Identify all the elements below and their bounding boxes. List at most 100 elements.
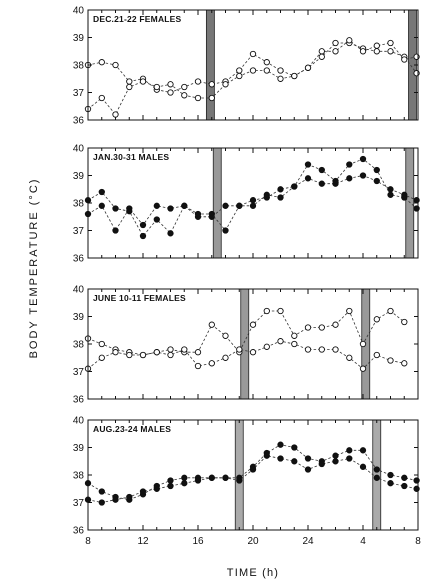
data-point: [167, 351, 174, 359]
data-point: [332, 39, 339, 47]
data-point: [291, 183, 298, 190]
data-point: [153, 202, 160, 209]
data-point: [222, 81, 229, 88]
data-point: [346, 447, 353, 454]
data-point: [359, 172, 367, 179]
data-point: [139, 351, 147, 359]
y-tick-label: 37: [73, 88, 85, 99]
data-point: [181, 92, 188, 99]
data-point: [304, 455, 312, 462]
data-point: [359, 463, 367, 470]
data-point: [139, 488, 147, 495]
data-point: [236, 346, 243, 353]
y-tick-label: 36: [73, 395, 85, 406]
data-point: [139, 221, 147, 229]
y-tick-label: 38: [73, 340, 85, 351]
data-point: [112, 61, 119, 69]
y-tick-label: 40: [73, 416, 85, 427]
data-point: [181, 346, 188, 353]
data-point: [359, 340, 367, 348]
data-point: [318, 48, 325, 55]
y-tick-label: 40: [73, 285, 85, 296]
data-point: [139, 78, 147, 85]
panels-layer: 36 37 38 39 40 DEC.21-22 FEMALES 36 37 38 39 40 JAN…: [73, 6, 421, 548]
data-point: [126, 83, 133, 91]
photoperiod-bar: [212, 147, 222, 259]
data-point: [98, 499, 105, 506]
data-point: [359, 447, 367, 454]
data-point: [291, 72, 298, 80]
data-point: [318, 166, 325, 174]
y-axis-label: BODY TEMPERATURE (°C): [28, 178, 40, 359]
data-point: [387, 186, 394, 193]
y-tick-label: 38: [73, 199, 85, 210]
photoperiod-bar: [240, 288, 250, 400]
data-point: [332, 346, 339, 353]
y-tick-label: 39: [73, 33, 85, 44]
data-point: [236, 72, 243, 80]
data-point: [194, 477, 202, 484]
data-point: [387, 480, 394, 487]
data-point: [194, 349, 202, 356]
data-point: [249, 50, 257, 58]
data-point: [208, 94, 215, 102]
data-point: [194, 362, 202, 370]
x-tick-label: 4: [360, 536, 366, 547]
data-point: [401, 474, 408, 481]
data-point: [277, 338, 284, 345]
data-point: [263, 59, 270, 66]
data-point: [222, 354, 229, 361]
data-point: [194, 210, 202, 218]
data-point: [387, 357, 394, 364]
data-point: [98, 188, 105, 196]
x-axis-label: TIME (h): [227, 567, 279, 579]
y-tick-label: 39: [73, 312, 85, 323]
data-point: [318, 324, 325, 331]
data-point: [373, 166, 380, 174]
panel-title: JAN.30-31 MALES: [93, 152, 169, 162]
data-point: [236, 67, 243, 74]
data-point: [153, 216, 160, 223]
data-point: [181, 83, 188, 91]
data-point: [291, 458, 298, 465]
data-point: [167, 482, 174, 490]
data-point: [98, 354, 105, 361]
panel-3: 36 37 38 39 40 JUNE 10-11 FEMALES: [73, 285, 419, 406]
x-tick-label: 12: [137, 536, 149, 547]
data-point: [112, 496, 119, 503]
data-point: [139, 232, 147, 240]
panel-frame: [87, 419, 419, 531]
data-point: [373, 466, 380, 473]
y-tick-label: 37: [73, 226, 85, 237]
data-point: [263, 343, 270, 350]
data-point: [112, 111, 119, 118]
data-point: [277, 194, 284, 201]
data-point: [277, 67, 284, 74]
panel-title: AUG.23-24 MALES: [93, 424, 171, 434]
panel-title: DEC.21-22 FEMALES: [93, 14, 182, 24]
series-line: [87, 455, 417, 503]
data-point: [291, 340, 298, 348]
data-point: [153, 349, 160, 356]
data-point: [401, 56, 408, 63]
x-tick-label: 8: [415, 536, 421, 547]
data-point: [387, 48, 394, 55]
data-point: [373, 316, 380, 323]
x-tick-label: 24: [302, 536, 314, 547]
data-point: [167, 89, 174, 96]
data-point: [304, 324, 312, 331]
data-point: [387, 191, 394, 198]
data-point: [401, 194, 408, 201]
data-point: [98, 340, 105, 348]
data-point: [263, 452, 270, 459]
data-point: [167, 205, 174, 212]
data-point: [291, 332, 298, 339]
data-point: [401, 318, 408, 326]
y-tick-label: 37: [73, 498, 85, 509]
data-point: [112, 205, 119, 212]
data-point: [167, 346, 174, 353]
y-tick-label: 36: [73, 254, 85, 265]
panel-title: JUNE 10-11 FEMALES: [93, 293, 186, 303]
data-point: [332, 458, 339, 465]
